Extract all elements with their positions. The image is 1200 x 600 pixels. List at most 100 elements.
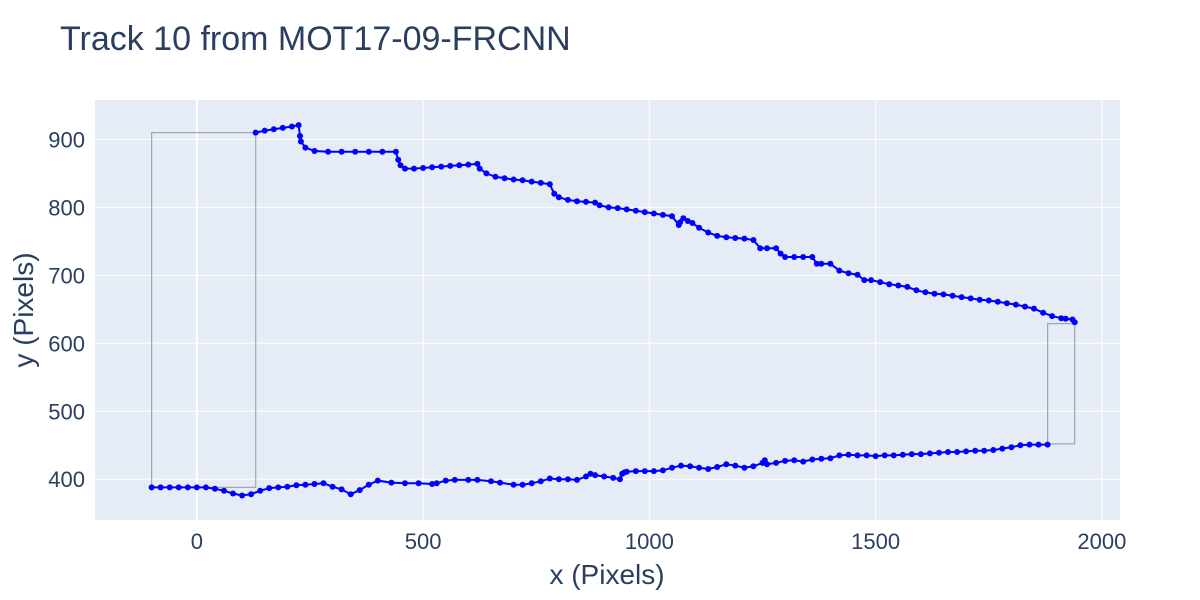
trajectory-top-point: [252, 129, 259, 136]
y-tick-label: 600: [48, 331, 85, 356]
trajectory-bottom-point: [166, 484, 173, 491]
trajectory-top-point: [438, 163, 445, 170]
trajectory-bottom-point: [899, 451, 906, 458]
trajectory-bottom-point: [1044, 441, 1051, 448]
trajectory-bottom-point: [872, 453, 879, 460]
trajectory-bottom-point: [528, 480, 535, 487]
trajectory-top-point: [338, 148, 345, 155]
trajectory-top-point: [614, 205, 621, 212]
trajectory-top-point: [949, 292, 956, 299]
trajectory-top-point: [827, 260, 834, 267]
trajectory-top-point: [669, 213, 675, 220]
trajectory-top-point: [564, 196, 571, 203]
trajectory-top-point: [510, 176, 517, 183]
trajectory-bottom-point: [972, 447, 979, 454]
trajectory-top-point: [958, 294, 965, 301]
trajectory-top-point: [940, 291, 947, 298]
trajectory-top-point: [528, 178, 535, 185]
trajectory-top-point: [397, 162, 404, 169]
trajectory-top-point: [605, 204, 612, 211]
trajectory-top-point: [1031, 305, 1037, 312]
trajectory-bottom-point: [650, 468, 657, 475]
trajectory-top-point: [813, 260, 820, 267]
trajectory-bottom-point: [157, 484, 164, 491]
trajectory-bottom-point: [750, 463, 757, 470]
trajectory-top-point: [519, 177, 526, 184]
trajectory-bottom-point: [592, 472, 599, 479]
trajectory-bottom-point: [890, 452, 897, 459]
trajectory-bottom-point: [963, 448, 970, 455]
trajectory-bottom-point: [583, 473, 589, 480]
x-tick-label: 2000: [1077, 529, 1126, 554]
y-tick-label: 400: [48, 467, 85, 492]
trajectory-bottom-point: [311, 481, 318, 487]
trajectory-top-point: [537, 179, 544, 186]
trajectory-top-point: [447, 162, 454, 169]
trajectory-top-point: [456, 162, 463, 169]
trajectory-bottom-point: [510, 481, 517, 488]
trajectory-bottom-point: [266, 485, 273, 492]
trajectory-top-point: [904, 283, 911, 290]
trajectory-top-point: [411, 165, 417, 172]
trajectory-bottom-point: [926, 450, 933, 457]
trajectory-top-point: [696, 224, 703, 231]
trajectory-bottom-point: [881, 452, 888, 459]
trajectory-bottom-point: [669, 464, 675, 471]
trajectory-top-point: [420, 165, 427, 171]
trajectory-bottom-point: [230, 490, 236, 497]
trajectory-bottom-point: [429, 481, 436, 487]
trajectory-bottom-point: [347, 491, 354, 498]
trajectory-bottom-point: [442, 477, 449, 484]
trajectory-bottom-point: [148, 484, 155, 491]
trajectory-bottom-point: [415, 480, 422, 487]
trajectory-top-point: [976, 296, 983, 303]
trajectory-top-point: [1022, 303, 1028, 310]
trajectory-bottom-point: [800, 458, 807, 465]
trajectory-bottom-point: [863, 452, 870, 459]
trajectory-top-point: [750, 237, 757, 243]
trajectory-bottom-point: [248, 491, 255, 498]
trajectory-top-point: [574, 198, 580, 205]
trajectory-top-point: [474, 160, 481, 167]
plot-area: [95, 100, 1120, 520]
trajectory-top-point: [465, 161, 472, 168]
trajectory-bottom-point: [1035, 441, 1042, 448]
trajectory-top-point: [659, 211, 666, 218]
trajectory-bottom-point: [917, 451, 924, 458]
trajectory-bottom-point: [356, 487, 363, 494]
trajectory-top-point: [895, 282, 902, 289]
y-tick-label: 800: [48, 195, 85, 220]
trajectory-bottom-point: [954, 449, 961, 455]
trajectory-top-point: [689, 220, 696, 226]
trajectory-bottom-point: [302, 481, 309, 488]
trajectory-bottom-point: [854, 452, 861, 459]
trajectory-bottom-point: [836, 452, 843, 459]
trajectory-top-point: [551, 190, 558, 197]
trajectory-top-point: [1071, 319, 1078, 326]
trajectory-top-point: [1040, 309, 1047, 316]
trajectory-top-point: [773, 245, 780, 252]
trajectory-bottom-point: [402, 480, 408, 487]
trajectory-bottom-point: [329, 483, 336, 490]
trajectory-top-point: [311, 148, 318, 154]
trajectory-top-point: [913, 287, 920, 294]
trajectory-bottom-point: [705, 466, 712, 472]
trajectory-bottom-point: [610, 474, 617, 481]
trajectory-top-point: [325, 148, 332, 155]
trajectory-bottom-point: [809, 456, 816, 463]
trajectory-bottom-point: [678, 462, 684, 469]
grid-lines: [95, 100, 1120, 520]
trajectory-top-point: [680, 215, 687, 222]
trajectory-top-point: [877, 279, 884, 286]
trajectory-bottom-point: [239, 492, 246, 499]
trajectory-top-point: [1058, 315, 1065, 322]
trajectory-bottom-point: [632, 468, 639, 475]
trajectory-top-point: [365, 148, 372, 155]
trajectory-top-point: [379, 148, 386, 155]
trajectory-bottom-point: [818, 455, 825, 462]
trajectory-bottom-point: [211, 485, 218, 492]
trajectory-bottom-point: [990, 447, 997, 453]
trajectory-top-point: [1003, 300, 1010, 307]
trajectory-bottom-point: [723, 461, 730, 468]
